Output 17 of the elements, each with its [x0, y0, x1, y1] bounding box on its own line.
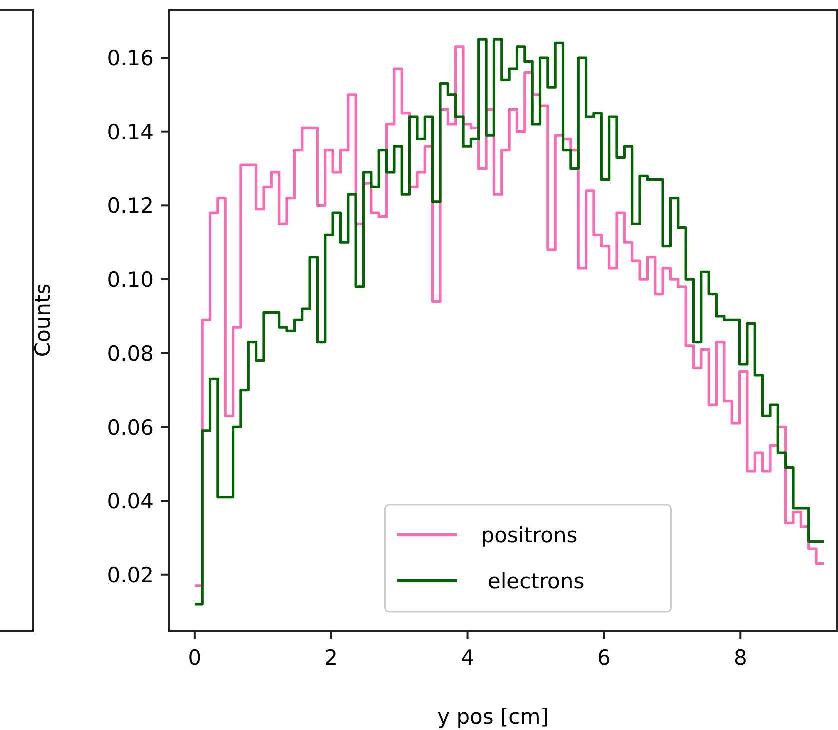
y-tick-label: 0.12	[107, 194, 154, 218]
y-tick-label: 0.06	[107, 416, 154, 440]
legend-label: electrons	[481, 570, 585, 594]
x-tick-label: 4	[461, 646, 474, 670]
legend-label: positrons	[481, 524, 578, 548]
x-tick-label: 8	[734, 646, 748, 670]
y-tick-label: 0.04	[107, 490, 154, 514]
x-tick-label: 6	[598, 646, 611, 670]
x-tick-label: 0	[188, 646, 202, 670]
y-tick-label: 0.02	[107, 563, 154, 588]
x-axis-title: y pos [cm]	[438, 705, 549, 729]
y-tick-label: 0.08	[107, 342, 154, 366]
y-tick-label: 0.16	[107, 46, 154, 71]
y-axis-title: Counts	[31, 284, 55, 358]
y-tick-label: 0.10	[107, 268, 154, 292]
x-tick-label: 2	[324, 646, 338, 670]
y-tick-label: 0.14	[107, 120, 154, 144]
